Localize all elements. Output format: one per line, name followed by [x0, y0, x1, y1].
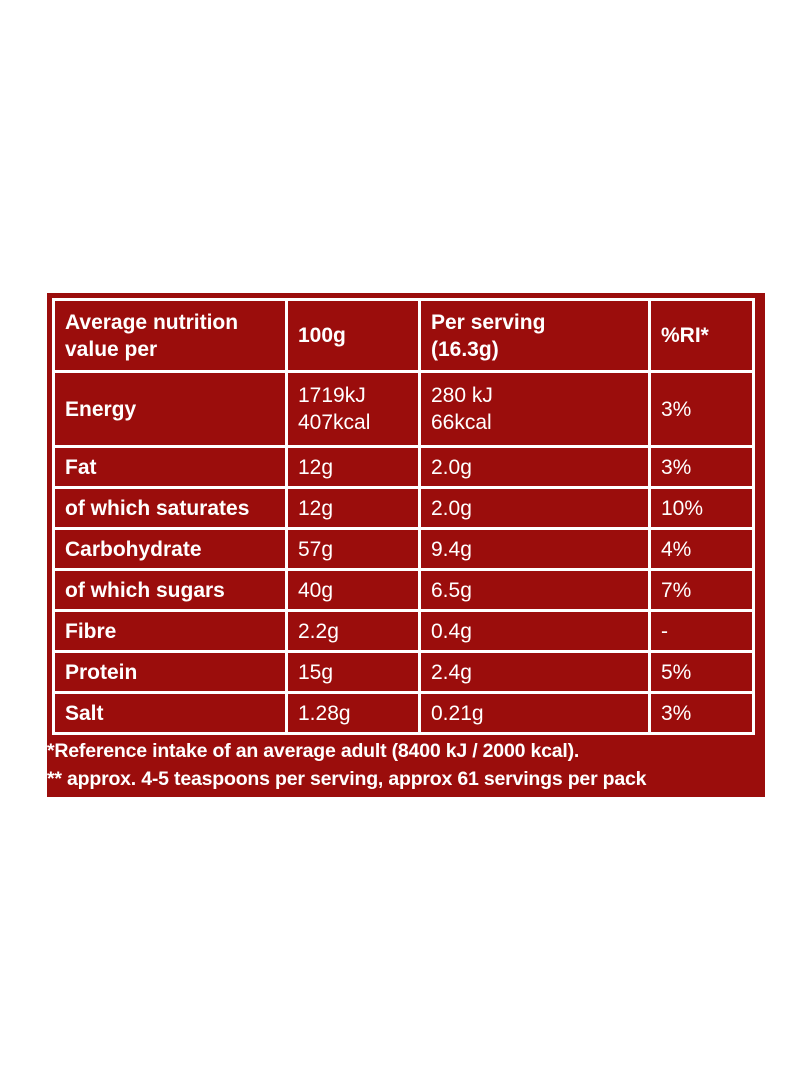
value-cell: 2.0g — [418, 445, 651, 489]
value-cell: 3% — [648, 370, 755, 448]
nutrition-panel: Average nutrition value per 100g Per servin… — [47, 293, 765, 797]
cell-line: of which saturates — [65, 496, 250, 520]
value-cell: 40g — [285, 568, 421, 612]
cell-line: 3% — [661, 701, 692, 725]
cell-line: value per — [65, 337, 158, 361]
header-cell: 100g — [285, 298, 421, 373]
cell-line: 10% — [661, 496, 704, 520]
table-row: Fat 12g 2.0g 3% — [52, 445, 755, 489]
row-label: Fibre — [52, 609, 288, 653]
cell-line: Per serving — [431, 310, 546, 334]
cell-line: %RI* — [661, 324, 709, 347]
cell-line: 7% — [661, 578, 692, 602]
header-cell: Average nutrition value per — [52, 298, 288, 373]
cell-line: 12g — [298, 496, 334, 520]
row-label: Carbohydrate — [52, 527, 288, 571]
row-label: Energy — [52, 370, 288, 448]
value-cell: 15g — [285, 650, 421, 694]
cell-line: 12g — [298, 455, 334, 479]
value-cell: 2.0g — [418, 486, 651, 530]
cell-line: 2.0g — [431, 496, 472, 520]
table-row: Fibre 2.2g 0.4g - — [52, 609, 755, 653]
value-cell: 57g — [285, 527, 421, 571]
value-cell: 12g — [285, 486, 421, 530]
cell-line: 40g — [298, 578, 334, 602]
table-row: Salt 1.28g 0.21g 3% — [52, 691, 755, 735]
table-row: Carbohydrate 57g 9.4g 4% — [52, 527, 755, 571]
value-cell: 2.4g — [418, 650, 651, 694]
value-cell: 0.4g — [418, 609, 651, 653]
value-cell: - — [648, 609, 755, 653]
cell-line: Fat — [65, 455, 97, 479]
table-row: of which sugars 40g 6.5g 7% — [52, 568, 755, 612]
value-cell: 0.21g — [418, 691, 651, 735]
row-label: Fat — [52, 445, 288, 489]
cell-line: Fibre — [65, 619, 117, 643]
cell-line: 280 kJ — [431, 384, 493, 407]
cell-line: (16.3g) — [431, 337, 499, 361]
value-cell: 12g — [285, 445, 421, 489]
row-label: of which sugars — [52, 568, 288, 612]
cell-line: Protein — [65, 660, 138, 684]
cell-line: 6.5g — [431, 578, 472, 602]
row-label: of which saturates — [52, 486, 288, 530]
cell-line: 2.4g — [431, 660, 472, 684]
row-label: Salt — [52, 691, 288, 735]
value-cell: 2.2g — [285, 609, 421, 653]
cell-line: 2.2g — [298, 619, 339, 643]
header-cell: %RI* — [648, 298, 755, 373]
cell-line: 1719kJ — [298, 384, 366, 407]
value-cell: 3% — [648, 691, 755, 735]
table-row: of which saturates 12g 2.0g 10% — [52, 486, 755, 530]
cell-line: 407kcal — [298, 411, 371, 434]
cell-line: Carbohydrate — [65, 537, 202, 561]
cell-line: 57g — [298, 537, 334, 561]
cell-line: 1.28g — [298, 701, 351, 725]
cell-line: 0.21g — [431, 701, 484, 725]
nutrition-table: Average nutrition value per 100g Per servin… — [52, 298, 755, 735]
cell-line: Average nutrition — [65, 310, 239, 334]
value-cell: 280 kJ 66kcal — [418, 370, 651, 448]
header-row: Average nutrition value per 100g Per servin… — [52, 298, 755, 373]
cell-line: - — [661, 619, 668, 643]
footnote: *Reference intake of an average adult (8… — [47, 740, 580, 762]
value-cell: 4% — [648, 527, 755, 571]
value-cell: 3% — [648, 445, 755, 489]
cell-line: 15g — [298, 660, 334, 684]
cell-line: 66kcal — [431, 411, 492, 434]
footnote: ** approx. 4-5 teaspoons per serving, ap… — [47, 768, 647, 790]
value-cell: 1.28g — [285, 691, 421, 735]
cell-line: 3% — [661, 455, 692, 479]
value-cell: 7% — [648, 568, 755, 612]
table-row: Energy 1719kJ 407kcal 280 kJ 66kcal 3% — [52, 370, 755, 448]
cell-line: 2.0g — [431, 455, 472, 479]
value-cell: 1719kJ 407kcal — [285, 370, 421, 448]
cell-line: 4% — [661, 537, 692, 561]
cell-line: of which sugars — [65, 578, 225, 602]
cell-line: Salt — [65, 701, 104, 725]
table-row: Protein 15g 2.4g 5% — [52, 650, 755, 694]
cell-line: 9.4g — [431, 537, 472, 561]
value-cell: 6.5g — [418, 568, 651, 612]
row-label: Protein — [52, 650, 288, 694]
value-cell: 5% — [648, 650, 755, 694]
cell-line: 100g — [298, 324, 346, 347]
cell-line: 0.4g — [431, 619, 472, 643]
value-cell: 9.4g — [418, 527, 651, 571]
cell-line: Energy — [65, 397, 137, 421]
cell-line: 3% — [661, 397, 692, 421]
value-cell: 10% — [648, 486, 755, 530]
cell-line: 5% — [661, 660, 692, 684]
header-cell: Per serving (16.3g) — [418, 298, 651, 373]
